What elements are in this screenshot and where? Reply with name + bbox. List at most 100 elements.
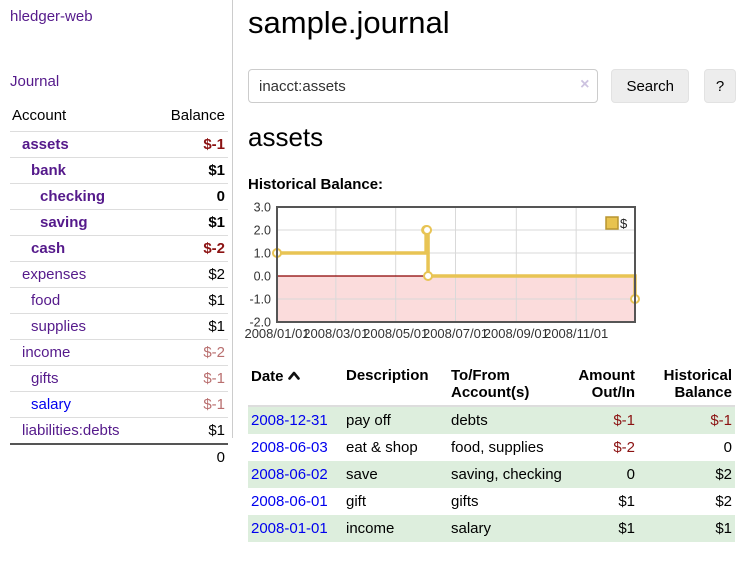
transaction-amount: 0 xyxy=(626,466,635,483)
account-row: checking 0 xyxy=(10,183,228,210)
transaction-description: income xyxy=(346,520,395,537)
transaction-accounts: gifts xyxy=(451,493,479,510)
account-balance: $1 xyxy=(208,422,225,439)
transaction-accounts: debts xyxy=(451,412,488,429)
register-header-description: Description xyxy=(343,363,448,407)
transaction-amount: $-1 xyxy=(613,412,635,429)
svg-text:2008/03/01: 2008/03/01 xyxy=(303,326,368,341)
transaction-balance: $-1 xyxy=(710,412,732,429)
account-link-cash[interactable]: cash xyxy=(31,240,66,257)
register-table: Date Description To/From Account(s) Amou… xyxy=(248,363,735,542)
account-heading: assets xyxy=(248,122,324,152)
svg-text:1.0: 1.0 xyxy=(254,247,271,261)
account-balance: $2 xyxy=(208,266,225,283)
account-balance: $-1 xyxy=(203,136,225,153)
transaction-date-link[interactable]: 2008-01-01 xyxy=(251,520,328,537)
sidebar-item-journal[interactable]: Journal xyxy=(10,73,60,90)
account-balance: $-2 xyxy=(203,240,225,257)
page-title: sample.journal xyxy=(248,5,450,40)
sort-ascending-icon xyxy=(287,367,300,384)
account-link-saving[interactable]: saving xyxy=(40,214,88,231)
account-row: expenses $2 xyxy=(10,261,228,288)
transaction-amount: $-2 xyxy=(613,439,635,456)
svg-text:2008/11/01: 2008/11/01 xyxy=(544,326,608,341)
accounts-table: Account Balance assets $-1 bank $1 checking 0… xyxy=(10,105,228,470)
search-input[interactable] xyxy=(248,69,599,103)
register-header-accounts: To/From Account(s) xyxy=(448,363,568,407)
account-link-food[interactable]: food xyxy=(31,292,61,309)
account-balance: 0 xyxy=(216,188,225,205)
register-row: 2008-06-02 save saving, checking 0 $2 xyxy=(248,461,735,488)
transaction-amount: $1 xyxy=(618,520,635,537)
account-link-salary[interactable]: salary xyxy=(31,396,72,413)
svg-text:0.0: 0.0 xyxy=(254,270,271,284)
register-header-balance: Historical Balance xyxy=(638,363,735,407)
account-balance: $1 xyxy=(208,292,225,309)
transaction-description: eat & shop xyxy=(346,439,418,456)
svg-text:-2.0: -2.0 xyxy=(249,316,271,330)
transaction-description: gift xyxy=(346,493,367,510)
transaction-balance: 0 xyxy=(723,439,732,456)
account-balance: $-1 xyxy=(203,396,225,413)
account-link-assets[interactable]: assets xyxy=(22,136,69,153)
chart-title: Historical Balance: xyxy=(248,176,384,193)
account-link-income[interactable]: income xyxy=(22,344,71,361)
transaction-description: save xyxy=(346,466,378,483)
search-button[interactable]: Search xyxy=(611,69,689,103)
transaction-amount: $1 xyxy=(618,493,635,510)
search-bar: × Search ? xyxy=(248,69,736,103)
register-row: 2008-12-31 pay off debts $-1 $-1 xyxy=(248,406,735,434)
account-row: assets $-1 xyxy=(10,131,228,158)
transaction-accounts: saving, checking xyxy=(451,466,562,483)
app-title-link[interactable]: hledger-web xyxy=(10,8,93,25)
account-link-bank[interactable]: bank xyxy=(31,162,67,179)
account-link-supplies[interactable]: supplies xyxy=(31,318,87,335)
transaction-balance: $2 xyxy=(715,466,732,483)
account-balance: $1 xyxy=(208,318,225,335)
accounts-total-value: 0 xyxy=(216,449,225,466)
register-header-amount: Amount Out/In xyxy=(568,363,638,407)
register-row: 2008-06-01 gift gifts $1 $2 xyxy=(248,488,735,515)
account-link-liabilities-debts[interactable]: liabilities:debts xyxy=(22,422,120,439)
svg-text:2008/01/01: 2008/01/01 xyxy=(244,326,309,341)
register-header-date[interactable]: Date xyxy=(248,363,343,407)
account-row: bank $1 xyxy=(10,157,228,184)
account-row: cash $-2 xyxy=(10,235,228,262)
svg-text:2.0: 2.0 xyxy=(254,224,271,238)
account-row: supplies $1 xyxy=(10,313,228,340)
transaction-date-link[interactable]: 2008-12-31 xyxy=(251,412,328,429)
account-row: food $1 xyxy=(10,287,228,314)
transaction-balance: $2 xyxy=(715,493,732,510)
account-row: income $-2 xyxy=(10,339,228,366)
accounts-total-row: 0 xyxy=(10,444,228,470)
historical-balance-chart: $3.0 2.0 1.0 0.0 -1.0 -2.0 2008/01/01 2008/03/0… xyxy=(244,201,736,346)
svg-text:2008/05/01: 2008/05/01 xyxy=(363,326,428,341)
account-row: liabilities:debts $1 xyxy=(10,417,228,445)
accounts-header-account: Account xyxy=(12,107,67,124)
transaction-balance: $1 xyxy=(715,520,732,537)
account-balance: $-2 xyxy=(203,344,225,361)
svg-text:3.0: 3.0 xyxy=(254,201,271,215)
transaction-date-link[interactable]: 2008-06-03 xyxy=(251,439,328,456)
help-button[interactable]: ? xyxy=(703,69,736,103)
account-balance: $1 xyxy=(208,214,225,231)
register-row: 2008-06-03 eat & shop food, supplies $-2 0 xyxy=(248,434,735,461)
account-link-gifts[interactable]: gifts xyxy=(31,370,59,387)
account-row: salary $-1 xyxy=(10,391,228,418)
svg-text:-1.0: -1.0 xyxy=(249,293,271,307)
account-link-checking[interactable]: checking xyxy=(40,188,106,205)
transaction-date-link[interactable]: 2008-06-01 xyxy=(251,493,328,510)
register-row: 2008-01-01 income salary $1 $1 xyxy=(248,515,735,542)
transaction-accounts: food, supplies xyxy=(451,439,544,456)
account-row: saving $1 xyxy=(10,209,228,236)
account-link-expenses[interactable]: expenses xyxy=(22,266,87,283)
account-balance: $1 xyxy=(208,162,225,179)
transaction-accounts: salary xyxy=(451,520,492,537)
main-content: sample.journal × Search ? assets Histori… xyxy=(234,0,742,542)
search-input-wrap: × xyxy=(248,69,599,103)
svg-text:$: $ xyxy=(620,216,628,231)
svg-text:2008/09/01: 2008/09/01 xyxy=(484,326,549,341)
transaction-date-link[interactable]: 2008-06-02 xyxy=(251,466,328,483)
clear-search-icon[interactable]: × xyxy=(580,76,590,93)
account-row: gifts $-1 xyxy=(10,365,228,392)
